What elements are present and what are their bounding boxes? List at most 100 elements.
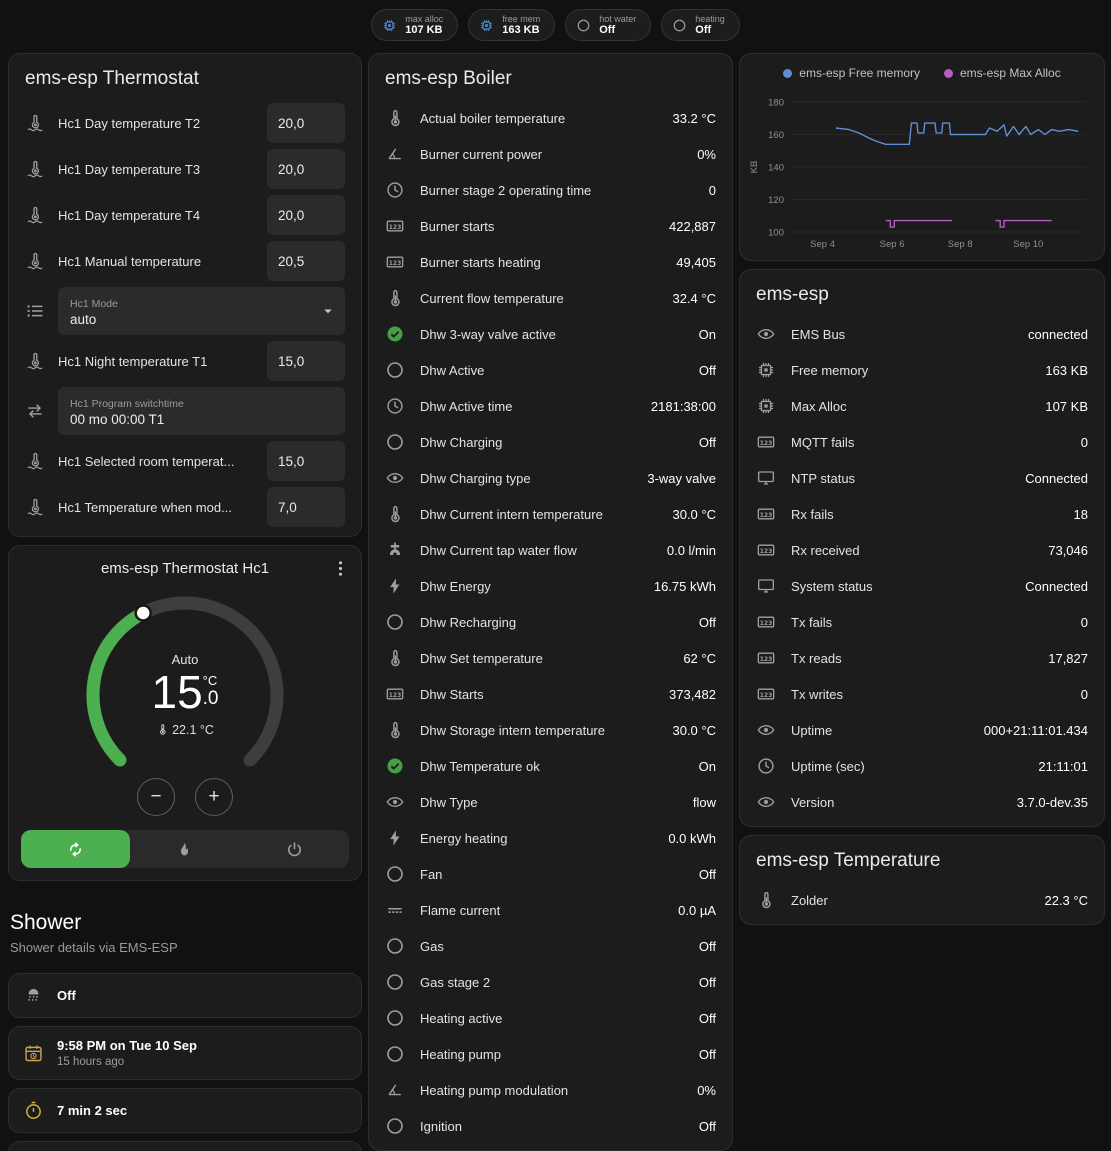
entity-row[interactable]: Dhw 3-way valve active On — [369, 316, 732, 352]
boiler-rows: Actual boiler temperature 33.2 °C Burner c… — [369, 100, 732, 1150]
mini-card-title: 9:58 PM on Tue 10 Sep — [57, 1038, 197, 1053]
entity-row[interactable]: Dhw Current intern temperature 30.0 °C — [369, 496, 732, 532]
entity-row[interactable]: Flame current 0.0 µA — [369, 892, 732, 928]
entity-row[interactable]: Version 3.7.0-dev.35 — [740, 784, 1104, 820]
entity-row[interactable]: 123 Tx writes 0 — [740, 676, 1104, 712]
entity-value: 163 KB — [1045, 362, 1088, 378]
mini-card-title: Off — [57, 988, 76, 1003]
monitor-icon — [756, 468, 776, 488]
hc1-card-title: ems-esp Thermostat Hc1 — [100, 560, 270, 577]
entity-row[interactable]: Current flow temperature 32.4 °C — [369, 280, 732, 316]
field-label: Hc1 Mode — [70, 297, 118, 310]
entity-row[interactable]: NTP status Connected — [740, 460, 1104, 496]
counter-icon: 123 — [756, 540, 776, 560]
entity-row[interactable]: System status Connected — [740, 568, 1104, 604]
entity-label: Free memory — [791, 362, 869, 378]
entity-row[interactable]: Dhw Charging Off — [369, 424, 732, 460]
entity-row[interactable]: Dhw Active time 2181:38:00 — [369, 388, 732, 424]
entity-row[interactable]: Actual boiler temperature 33.2 °C — [369, 100, 732, 136]
shower-section-title: Shower — [10, 911, 82, 934]
entity-row[interactable]: Dhw Charging type 3-way valve — [369, 460, 732, 496]
mode-auto-button[interactable] — [21, 830, 131, 868]
entity-row[interactable]: Dhw Set temperature 62 °C — [369, 640, 732, 676]
entity-row[interactable]: 123 Rx fails 18 — [740, 496, 1104, 532]
entity-value: Off — [698, 938, 716, 954]
badge-label: heating — [695, 13, 725, 24]
entity-row[interactable]: Gas stage 2 Off — [369, 964, 732, 1000]
entity-row[interactable]: Dhw Recharging Off — [369, 604, 732, 640]
text-input[interactable]: Hc1 Program switchtime 00 mo 00:00 T1 — [58, 387, 345, 435]
shower-section-header: Shower Shower details via EMS-ESP — [8, 889, 362, 965]
entity-row[interactable]: Uptime (sec) 21:11:01 — [740, 748, 1104, 784]
entity-row[interactable]: Dhw Type flow — [369, 784, 732, 820]
svg-text:120: 120 — [768, 195, 784, 206]
entity-row[interactable]: Ignition Off — [369, 1108, 732, 1144]
entity-row[interactable]: Burner stage 2 operating time 0 — [369, 172, 732, 208]
entity-row[interactable]: Uptime 000+21:11:01.434 — [740, 712, 1104, 748]
entity-row[interactable]: Max Alloc 107 KB — [740, 388, 1104, 424]
entity-row[interactable]: Heating pump Off — [369, 1036, 732, 1072]
decrease-temp-button[interactable]: − — [137, 778, 175, 816]
counter-icon: 123 — [385, 216, 405, 236]
entity-row[interactable]: Heating pump modulation 0% — [369, 1072, 732, 1108]
status-badge-hot-water[interactable]: hot water Off — [565, 9, 652, 41]
entity-row[interactable]: Dhw Storage intern temperature 30.0 °C — [369, 712, 732, 748]
circle-outline-icon — [385, 1008, 405, 1028]
thermostat-dial[interactable]: Auto 15 °C .0 22.1 °C — [67, 577, 303, 782]
shower-state-card[interactable]: Off — [8, 973, 362, 1018]
entity-label: Heating pump — [420, 1046, 501, 1062]
entity-row[interactable]: Free memory 163 KB — [740, 352, 1104, 388]
entity-row[interactable]: Dhw Energy 16.75 kWh — [369, 568, 732, 604]
circle-outline-icon — [672, 18, 687, 33]
status-badge-max-alloc[interactable]: max alloc 107 KB — [371, 9, 459, 41]
badge-label: max alloc — [405, 13, 444, 24]
entity-row[interactable]: EMS Bus connected — [740, 316, 1104, 352]
number-input[interactable]: 20,0 — [267, 149, 345, 189]
dots-vertical-icon[interactable] — [330, 558, 351, 579]
entity-value: 107 KB — [1045, 398, 1088, 414]
entity-value: 21:11:01 — [1038, 758, 1088, 774]
entity-label: EMS Bus — [791, 326, 846, 342]
shower-timestamp-card[interactable]: 9:58 PM on Tue 10 Sep 15 hours ago — [8, 1026, 362, 1080]
entity-row[interactable]: Dhw Active Off — [369, 352, 732, 388]
entity-label: Dhw Current tap water flow — [420, 542, 577, 558]
entity-row[interactable]: Dhw Temperature ok On — [369, 748, 732, 784]
number-input[interactable]: 15,0 — [267, 341, 345, 381]
entity-row[interactable]: 123 Rx received 73,046 — [740, 532, 1104, 568]
entity-row[interactable]: Energy heating 0.0 kWh — [369, 820, 732, 856]
entity-row[interactable]: 123 Tx fails 0 — [740, 604, 1104, 640]
status-badge-free-mem[interactable]: free mem 163 KB — [468, 9, 556, 41]
entity-row[interactable]: Gas Off — [369, 928, 732, 964]
legend-item[interactable]: ems-esp Free memory — [783, 66, 920, 80]
shower-duration-card[interactable]: 7 min 2 sec — [8, 1088, 362, 1133]
number-input[interactable]: 15,0 — [267, 441, 345, 481]
entity-row[interactable]: 123 Tx reads 17,827 — [740, 640, 1104, 676]
entity-row[interactable]: Burner current power 0% — [369, 136, 732, 172]
legend-item[interactable]: ems-esp Max Alloc — [944, 66, 1061, 80]
svg-text:180: 180 — [768, 98, 784, 109]
entity-row[interactable]: Heating active Off — [369, 1000, 732, 1036]
temperature-rows: Zolder 22.3 °C — [740, 882, 1104, 924]
entity-value: 2181:38:00 — [650, 398, 716, 414]
entity-row[interactable]: Zolder 22.3 °C — [740, 882, 1104, 918]
entity-value: 16.75 kWh — [653, 578, 716, 594]
shower-cold-card[interactable] — [8, 1141, 362, 1151]
number-input[interactable]: 20,5 — [267, 241, 345, 281]
number-input[interactable]: 7,0 — [267, 487, 345, 527]
entity-row[interactable]: 123 MQTT fails 0 — [740, 424, 1104, 460]
mode-select[interactable]: Hc1 Mode auto — [58, 287, 345, 335]
entity-row[interactable]: 123 Burner starts 422,887 — [369, 208, 732, 244]
increase-temp-button[interactable]: + — [195, 778, 233, 816]
entity-row[interactable]: 123 Burner starts heating 49,405 — [369, 244, 732, 280]
thermostat-hc1-card: ems-esp Thermostat Hc1 Auto 15 °C .0 — [8, 545, 362, 881]
mode-off-button[interactable] — [240, 830, 349, 868]
status-badge-heating[interactable]: heating Off — [661, 9, 740, 41]
mode-heat-button[interactable] — [130, 830, 239, 868]
mini-card-text: 9:58 PM on Tue 10 Sep 15 hours ago — [57, 1038, 197, 1068]
entity-row[interactable]: Dhw Current tap water flow 0.0 l/min — [369, 532, 732, 568]
svg-text:100: 100 — [768, 228, 784, 239]
number-input[interactable]: 20,0 — [267, 195, 345, 235]
entity-row[interactable]: 123 Dhw Starts 373,482 — [369, 676, 732, 712]
entity-row[interactable]: Fan Off — [369, 856, 732, 892]
number-input[interactable]: 20,0 — [267, 103, 345, 143]
